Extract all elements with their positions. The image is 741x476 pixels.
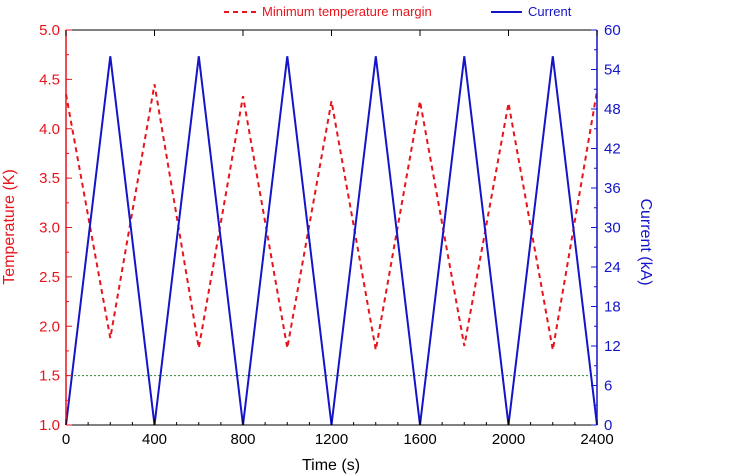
y-right-tick-label-7: 42 bbox=[604, 141, 621, 158]
y-right-tick-label-1: 6 bbox=[604, 378, 612, 395]
y-left-tick-label-6: 4.0 bbox=[39, 121, 60, 138]
y-left-tick-label-5: 3.5 bbox=[39, 170, 60, 187]
x-tick-label-2: 800 bbox=[230, 431, 255, 448]
y-left-tick-label-8: 5.0 bbox=[39, 22, 60, 39]
y-right-tick-label-8: 48 bbox=[604, 101, 621, 118]
axes: 0 400 800 1200 1600 2000 2400 1.0 1.5 2.0 2.5 3.0 3.… bbox=[39, 22, 621, 448]
y-right-tick-label-0: 0 bbox=[604, 417, 612, 434]
plot-area bbox=[65, 56, 598, 426]
y-left-tick-label-4: 3.0 bbox=[39, 220, 60, 237]
x-axis-title: Time (s) bbox=[302, 457, 360, 474]
x-tick-label-6: 2400 bbox=[580, 431, 613, 448]
y-right-tick-label-10: 60 bbox=[604, 22, 621, 39]
x-tick-label-1: 400 bbox=[142, 431, 167, 448]
series-line-current bbox=[65, 56, 598, 426]
x-tick-label-4: 1600 bbox=[403, 431, 436, 448]
y-axis-title-left: Temperature (K) bbox=[1, 169, 18, 285]
legend-label-temperature: Minimum temperature margin bbox=[262, 4, 432, 19]
x-tick-label-5: 2000 bbox=[492, 431, 525, 448]
y-left-tick-label-1: 1.5 bbox=[39, 368, 60, 385]
y-left-tick-label-7: 4.5 bbox=[39, 71, 60, 88]
y-right-tick-label-3: 18 bbox=[604, 299, 621, 316]
y-axis-title-right: Current (kA) bbox=[637, 198, 654, 285]
y-right-tick-label-6: 36 bbox=[604, 180, 621, 197]
x-tick-label-0: 0 bbox=[62, 431, 70, 448]
y-right-tick-label-4: 24 bbox=[604, 259, 621, 276]
y-right-tick-label-9: 54 bbox=[604, 62, 621, 79]
y-right-tick-label-5: 30 bbox=[604, 220, 621, 237]
legend: Minimum temperature margin Current bbox=[224, 4, 572, 19]
x-tick-label-3: 1200 bbox=[315, 431, 348, 448]
y-left-tick-label-0: 1.0 bbox=[39, 417, 60, 434]
legend-label-current: Current bbox=[528, 4, 572, 19]
y-right-tick-label-2: 12 bbox=[604, 338, 621, 355]
y-left-tick-label-2: 2.0 bbox=[39, 318, 60, 335]
y-left-tick-label-3: 2.5 bbox=[39, 269, 60, 286]
series-line-temperature bbox=[65, 84, 598, 351]
